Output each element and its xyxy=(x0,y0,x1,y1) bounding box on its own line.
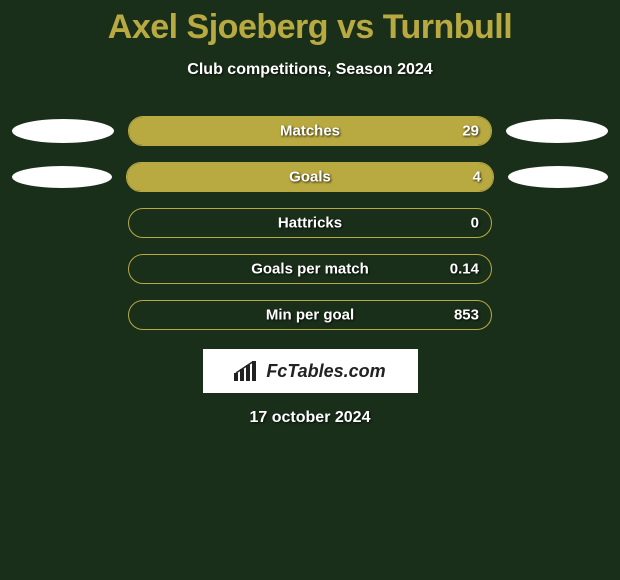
source-badge-text: FcTables.com xyxy=(266,361,385,382)
stat-row: Hattricks 0 xyxy=(0,207,620,239)
stat-label: Hattricks xyxy=(278,215,342,232)
stat-row: Goals 4 xyxy=(0,161,620,193)
left-ellipse-icon xyxy=(12,119,114,143)
stat-value: 0.14 xyxy=(450,261,479,278)
right-ellipse-placeholder xyxy=(506,303,608,327)
left-ellipse-icon xyxy=(12,166,112,188)
stat-value: 4 xyxy=(473,169,481,186)
stat-row: Matches 29 xyxy=(0,115,620,147)
footer-date: 17 october 2024 xyxy=(0,409,620,427)
stat-label: Min per goal xyxy=(266,307,354,324)
stat-value: 853 xyxy=(454,307,479,324)
stat-value: 29 xyxy=(462,123,479,140)
right-ellipse-icon xyxy=(506,119,608,143)
right-ellipse-placeholder xyxy=(506,211,608,235)
stat-value: 0 xyxy=(471,215,479,232)
stat-bar: Min per goal 853 xyxy=(128,300,492,330)
stat-row: Min per goal 853 xyxy=(0,299,620,331)
stat-rows: Matches 29 Goals 4 Hattricks 0 xyxy=(0,115,620,331)
source-badge: FcTables.com xyxy=(203,349,418,393)
left-ellipse-placeholder xyxy=(12,211,114,235)
stat-bar: Matches 29 xyxy=(128,116,492,146)
stat-label: Goals xyxy=(289,169,331,186)
stat-label: Goals per match xyxy=(251,261,369,278)
right-ellipse-icon xyxy=(508,166,608,188)
left-ellipse-placeholder xyxy=(12,303,114,327)
stat-label: Matches xyxy=(280,123,340,140)
stat-bar: Hattricks 0 xyxy=(128,208,492,238)
subtitle: Club competitions, Season 2024 xyxy=(0,61,620,79)
comparison-infographic: Axel Sjoeberg vs Turnbull Club competiti… xyxy=(0,0,620,427)
stat-bar: Goals 4 xyxy=(126,162,494,192)
left-ellipse-placeholder xyxy=(12,257,114,281)
stat-row: Goals per match 0.14 xyxy=(0,253,620,285)
page-title: Axel Sjoeberg vs Turnbull xyxy=(0,8,620,47)
chart-bars-icon xyxy=(234,361,260,381)
right-ellipse-placeholder xyxy=(506,257,608,281)
stat-bar: Goals per match 0.14 xyxy=(128,254,492,284)
